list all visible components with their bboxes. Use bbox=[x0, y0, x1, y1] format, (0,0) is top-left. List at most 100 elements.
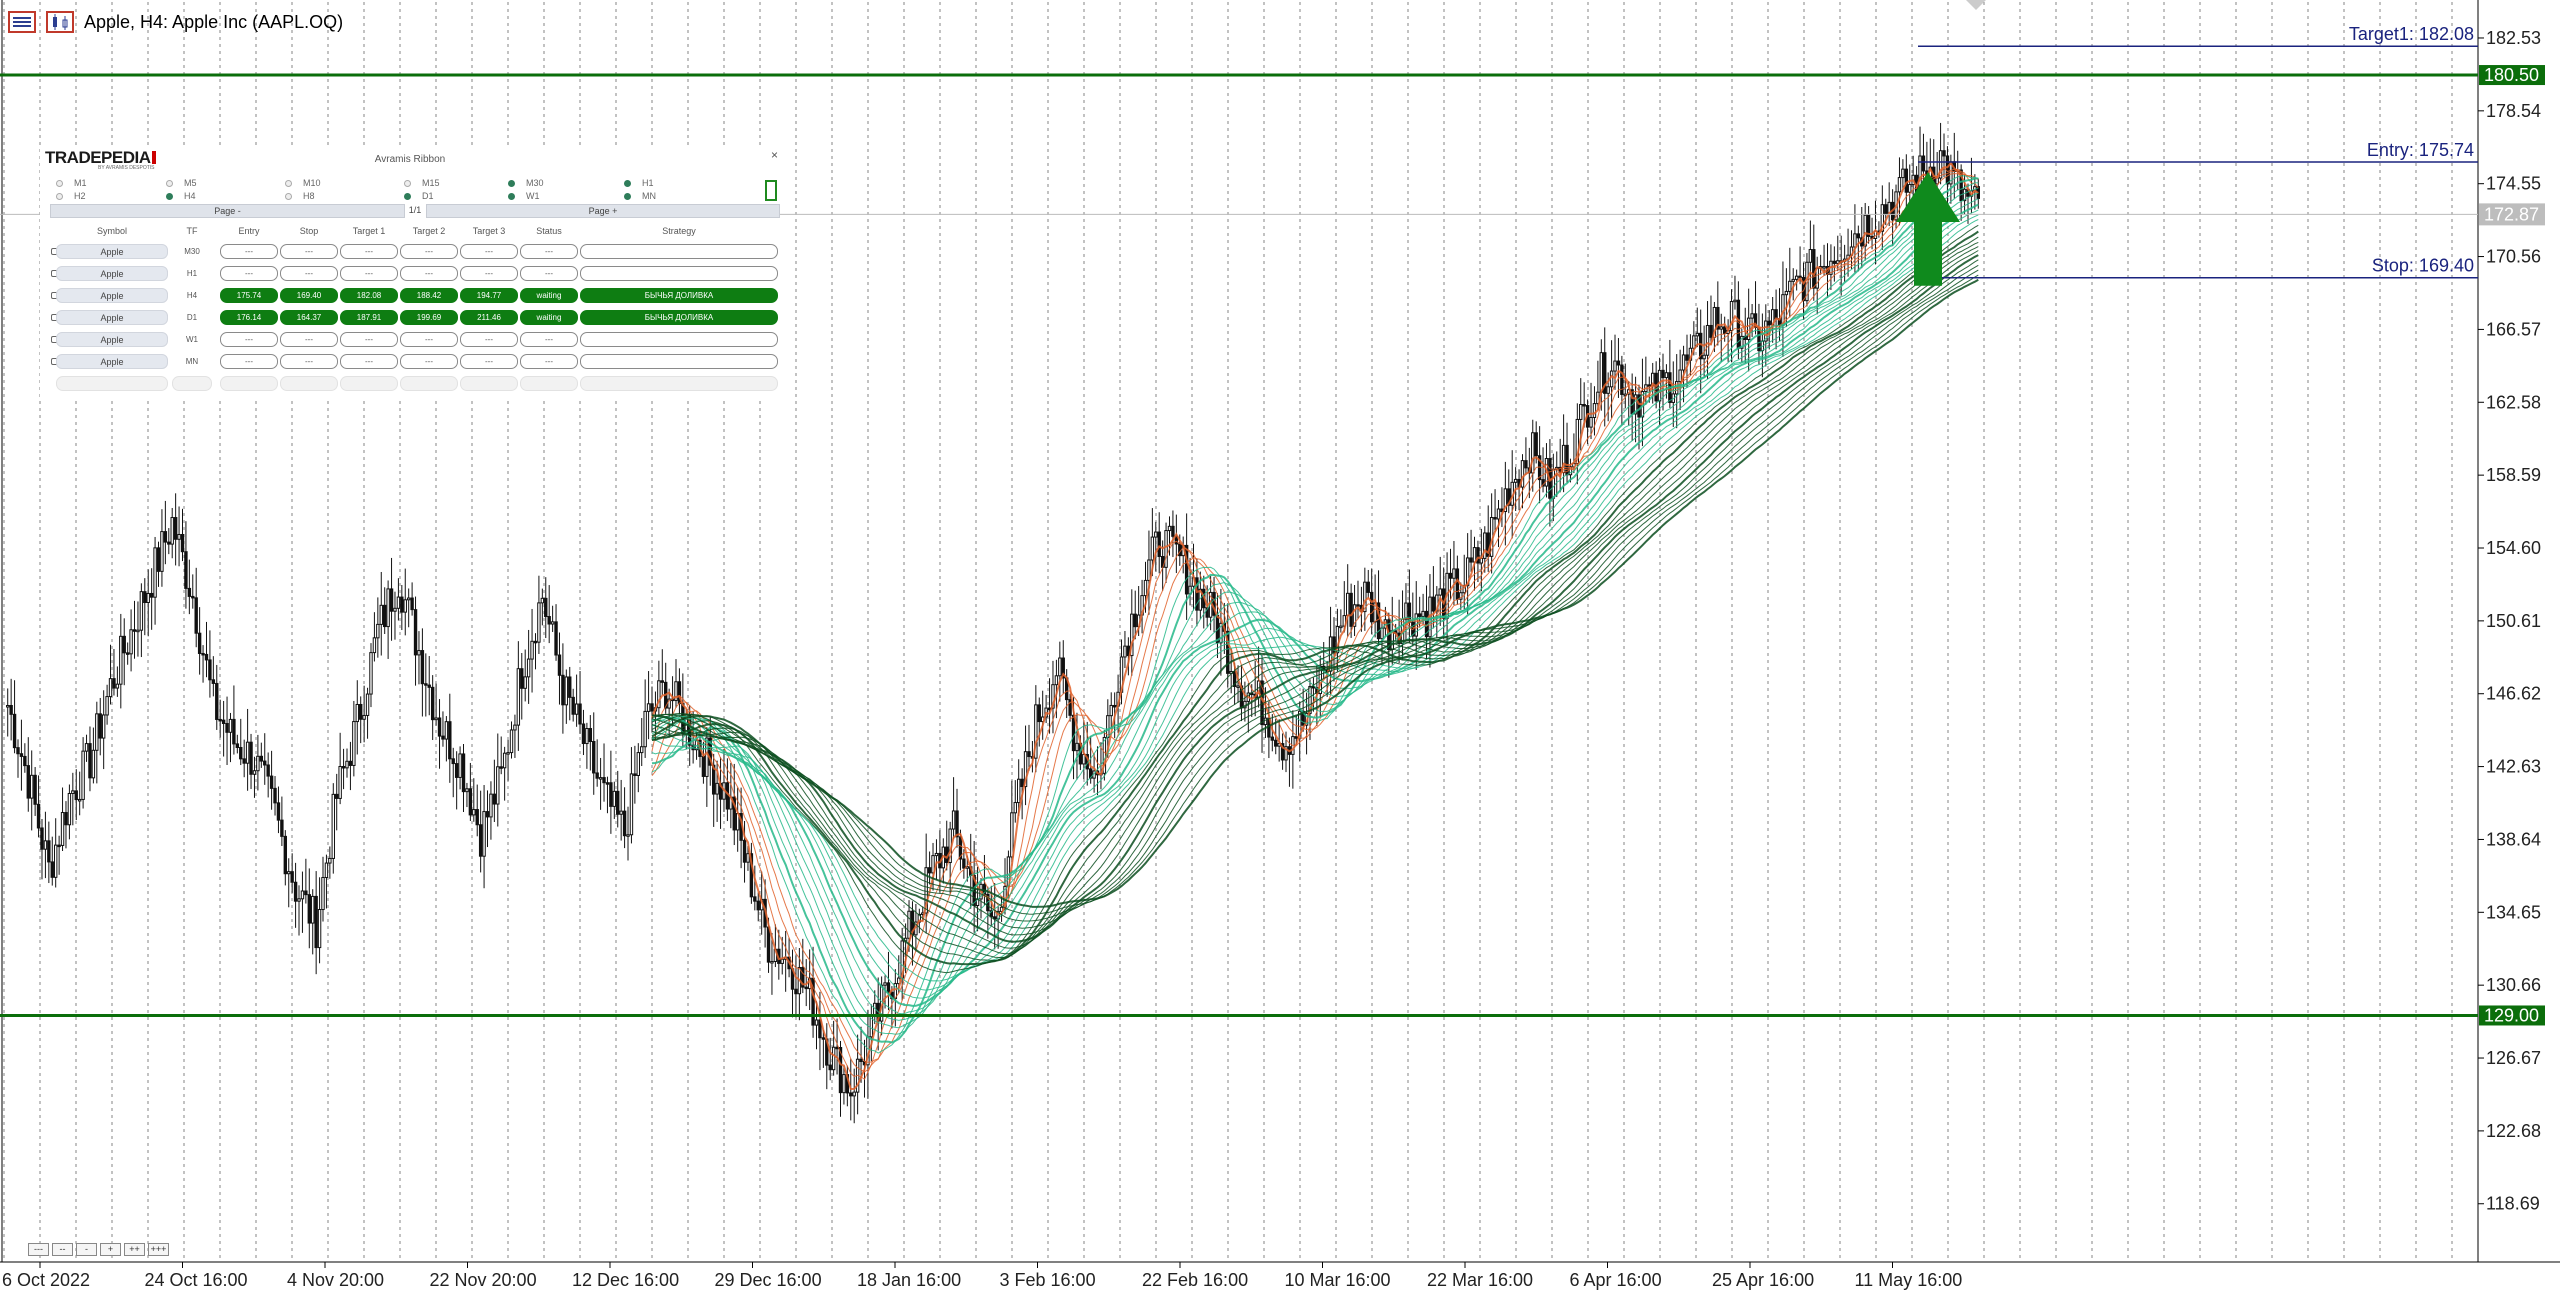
cell-entry[interactable]: 176.14 bbox=[220, 310, 278, 325]
cell-status[interactable]: --- bbox=[520, 244, 578, 259]
scroll-button[interactable]: --- bbox=[28, 1243, 49, 1256]
timeframe-radio-w1[interactable]: W1 bbox=[508, 191, 540, 201]
cell-strategy[interactable]: БЫЧЬЯ ДОЛИВКА bbox=[580, 288, 778, 303]
timeframe-radio-mn[interactable]: MN bbox=[624, 191, 656, 201]
radio-dot[interactable] bbox=[285, 192, 292, 200]
timeframe-radio-h8[interactable]: H8 bbox=[285, 191, 315, 201]
scroll-button[interactable]: + bbox=[100, 1243, 121, 1256]
cell-symbol[interactable]: Apple bbox=[56, 266, 168, 281]
cell-t3[interactable]: --- bbox=[460, 332, 518, 347]
cell-t1[interactable]: --- bbox=[340, 244, 398, 259]
toggle-panel-icon[interactable] bbox=[765, 180, 777, 201]
timeframe-radio-m5[interactable]: M5 bbox=[166, 178, 197, 188]
cell-tf[interactable]: D1 bbox=[186, 313, 198, 322]
cell-status[interactable]: --- bbox=[520, 354, 578, 369]
cell-symbol[interactable]: Apple bbox=[56, 288, 168, 303]
cell-t1[interactable]: --- bbox=[340, 354, 398, 369]
candle-body bbox=[766, 926, 771, 963]
candle-body bbox=[1469, 557, 1473, 563]
price-tick-label: 146.62 bbox=[2486, 684, 2541, 704]
cell-status[interactable]: waiting bbox=[520, 288, 578, 303]
timeframe-radio-m15[interactable]: M15 bbox=[404, 178, 440, 188]
cell-stop[interactable]: --- bbox=[280, 244, 338, 259]
cell-symbol[interactable]: Apple bbox=[56, 354, 168, 369]
empty-cell bbox=[460, 376, 518, 391]
cell-t2[interactable]: --- bbox=[400, 332, 458, 347]
scroll-button[interactable]: - bbox=[76, 1243, 97, 1256]
page-next-button[interactable]: Page + bbox=[426, 204, 780, 218]
candlestick-chart-icon[interactable] bbox=[46, 11, 74, 33]
timeframe-radio-m1[interactable]: M1 bbox=[56, 178, 87, 188]
timeframe-radio-d1[interactable]: D1 bbox=[404, 191, 434, 201]
cell-stop[interactable]: --- bbox=[280, 354, 338, 369]
cell-entry[interactable]: --- bbox=[220, 244, 278, 259]
radio-dot[interactable] bbox=[404, 179, 411, 187]
cell-t3[interactable]: --- bbox=[460, 244, 518, 259]
candle-body bbox=[924, 867, 928, 914]
radio-dot[interactable] bbox=[285, 179, 292, 187]
candle-body bbox=[619, 810, 623, 815]
radio-dot[interactable] bbox=[508, 192, 515, 200]
cell-tf[interactable]: H4 bbox=[186, 291, 198, 300]
timeframe-radio-h1[interactable]: H1 bbox=[624, 178, 654, 188]
cell-tf[interactable]: H1 bbox=[186, 269, 198, 278]
cell-status[interactable]: --- bbox=[520, 266, 578, 281]
cell-t1[interactable]: --- bbox=[340, 266, 398, 281]
cell-t1[interactable]: 182.08 bbox=[340, 288, 398, 303]
cell-t2[interactable]: --- bbox=[400, 244, 458, 259]
cell-t3[interactable]: --- bbox=[460, 266, 518, 281]
timeframe-radio-h2[interactable]: H2 bbox=[56, 191, 86, 201]
timeframe-radio-m30[interactable]: M30 bbox=[508, 178, 544, 188]
cell-entry[interactable]: --- bbox=[220, 266, 278, 281]
scroll-button[interactable]: -- bbox=[52, 1243, 73, 1256]
timeframe-radio-m10[interactable]: M10 bbox=[285, 178, 321, 188]
candle-body bbox=[101, 714, 106, 739]
cell-symbol[interactable]: Apple bbox=[56, 332, 168, 347]
cell-t2[interactable]: 199.69 bbox=[400, 310, 458, 325]
cell-stop[interactable]: 169.40 bbox=[280, 288, 338, 303]
cell-stop[interactable]: --- bbox=[280, 332, 338, 347]
close-icon[interactable]: × bbox=[770, 148, 778, 162]
page-prev-button[interactable]: Page - bbox=[50, 204, 405, 218]
cell-entry[interactable]: 175.74 bbox=[220, 288, 278, 303]
cell-t3[interactable]: --- bbox=[460, 354, 518, 369]
radio-dot[interactable] bbox=[166, 179, 173, 187]
radio-dot[interactable] bbox=[56, 192, 63, 200]
cell-tf[interactable]: MN bbox=[185, 357, 199, 366]
radio-dot[interactable] bbox=[624, 192, 631, 200]
cell-t2[interactable]: --- bbox=[400, 266, 458, 281]
cell-status[interactable]: --- bbox=[520, 332, 578, 347]
candle-body bbox=[1938, 150, 1943, 179]
cell-t2[interactable]: 188.42 bbox=[400, 288, 458, 303]
cell-strategy[interactable] bbox=[580, 266, 778, 281]
cell-symbol[interactable]: Apple bbox=[56, 310, 168, 325]
cell-t3[interactable]: 211.46 bbox=[460, 310, 518, 325]
cell-stop[interactable]: 164.37 bbox=[280, 310, 338, 325]
cell-tf[interactable]: M30 bbox=[184, 247, 200, 256]
cell-strategy[interactable]: БЫЧЬЯ ДОЛИВКА bbox=[580, 310, 778, 325]
radio-dot[interactable] bbox=[508, 179, 515, 187]
cell-t1[interactable]: --- bbox=[340, 332, 398, 347]
cell-strategy[interactable] bbox=[580, 354, 778, 369]
cell-t2[interactable]: --- bbox=[400, 354, 458, 369]
cell-t1[interactable]: 187.91 bbox=[340, 310, 398, 325]
cell-strategy[interactable] bbox=[580, 332, 778, 347]
cell-tf[interactable]: W1 bbox=[186, 335, 198, 344]
scroll-button[interactable]: ++ bbox=[124, 1243, 145, 1256]
radio-dot[interactable] bbox=[624, 179, 631, 187]
timeframe-radio-h4[interactable]: H4 bbox=[166, 191, 196, 201]
chart-list-icon[interactable] bbox=[8, 11, 36, 33]
cell-strategy[interactable] bbox=[580, 244, 778, 259]
scroll-button[interactable]: +++ bbox=[148, 1243, 169, 1256]
cell-t3[interactable]: 194.77 bbox=[460, 288, 518, 303]
cell-symbol[interactable]: Apple bbox=[56, 244, 168, 259]
cell-stop[interactable]: --- bbox=[280, 266, 338, 281]
radio-dot[interactable] bbox=[166, 192, 173, 200]
radio-dot[interactable] bbox=[56, 179, 63, 187]
cell-entry[interactable]: --- bbox=[220, 354, 278, 369]
radio-dot[interactable] bbox=[404, 192, 411, 200]
cell-entry[interactable]: --- bbox=[220, 332, 278, 347]
timeframe-label: H8 bbox=[303, 191, 315, 201]
cell-status[interactable]: waiting bbox=[520, 310, 578, 325]
